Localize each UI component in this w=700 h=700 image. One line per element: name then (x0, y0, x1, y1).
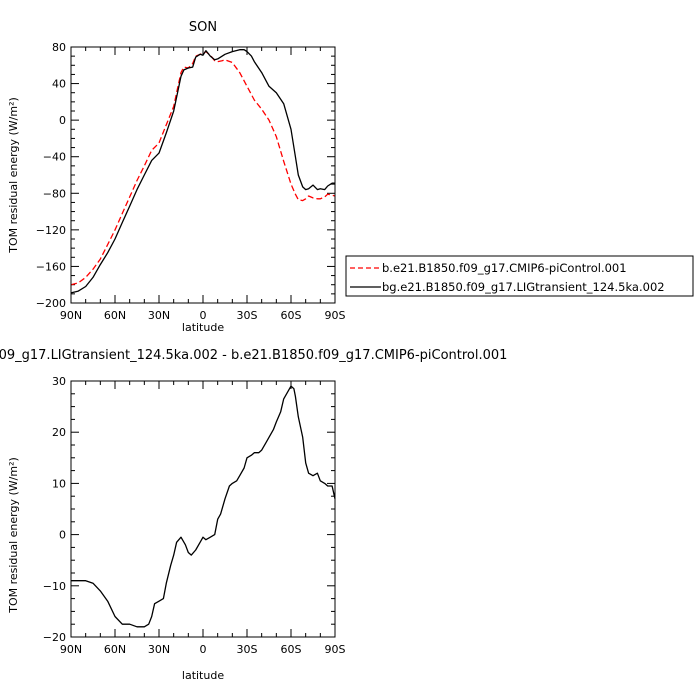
bottom-y-axis-label: TOM residual energy (W/m²) (7, 457, 20, 614)
y-tick-label: −160 (36, 260, 66, 273)
bottom-y-tick-labels: 30 20 10 0 −10 −20 (43, 375, 66, 644)
legend-box (345, 255, 694, 297)
top-series-lines (70, 49, 336, 294)
y-tick-label: −80 (43, 187, 66, 200)
x-tick-label: 60S (281, 643, 302, 656)
x-tick-label: 60N (104, 643, 126, 656)
x-tick-label: 90S (325, 309, 346, 322)
x-tick-label: 30N (148, 643, 170, 656)
bottom-y-axis-label-text: TOM residual energy (W/m²) (7, 457, 20, 614)
bottom-series-lines (71, 385, 336, 628)
bottom-plot-frame (70, 380, 336, 638)
series-line-2-1 (71, 385, 336, 628)
series-line-1-2 (70, 49, 335, 294)
x-tick-label: 30S (237, 309, 258, 322)
top-y-axis-label: TOM residual energy (W/m²) (7, 97, 20, 254)
y-tick-label: 20 (52, 426, 66, 439)
bottom-x-tick-labels: 90N 60N 30N 0 30S 60S 90S (60, 643, 346, 656)
legend-label-picontrol: b.e21.B1850.f09_g17.CMIP6-piControl.001 (382, 261, 627, 275)
y-tick-label: 80 (52, 41, 66, 54)
top-plot-frame (70, 46, 336, 304)
top-tick-marks (70, 46, 336, 304)
y-tick-label: −200 (36, 297, 66, 310)
top-x-tick-labels: 90N 60N 30N 0 30S 60S 90S (60, 309, 346, 322)
top-y-tick-labels: 80 40 0 −40 −80 −120 −160 −200 (36, 41, 66, 310)
bottom-panel: latitude bg.e21.B1850.f09_g17.LIGtransie… (0, 321, 507, 682)
x-tick-label: 30S (237, 643, 258, 656)
bottom-chart-title: bg.e21.B1850.f09_g17.LIGtransient_124.5k… (0, 348, 507, 363)
bottom-x-axis-label: latitude (182, 669, 224, 682)
y-tick-label: 0 (59, 114, 66, 127)
top-chart-title: SON (189, 20, 217, 35)
y-tick-label: 40 (52, 78, 66, 91)
top-y-axis-label-text: TOM residual energy (W/m²) (7, 97, 20, 254)
series-line-1-1 (70, 50, 336, 286)
top-x-axis-label: latitude (182, 321, 224, 334)
y-tick-label: 0 (59, 529, 66, 542)
y-tick-label: 30 (52, 375, 66, 388)
legend-label-ligtransient: bg.e21.B1850.f09_g17.LIGtransient_124.5k… (382, 280, 665, 294)
x-tick-label: 0 (200, 309, 207, 322)
x-tick-label: 60N (104, 309, 126, 322)
y-tick-label: −120 (36, 224, 66, 237)
y-tick-label: −20 (43, 631, 66, 644)
bottom-tick-marks (70, 380, 336, 638)
x-tick-label: 90N (60, 643, 82, 656)
x-tick-label: 90S (325, 643, 346, 656)
x-tick-label: 0 (200, 643, 207, 656)
y-tick-label: −10 (43, 580, 66, 593)
y-tick-label: −40 (43, 151, 66, 164)
x-tick-label: 90N (60, 309, 82, 322)
x-tick-label: 30N (148, 309, 170, 322)
legend: b.e21.B1850.f09_g17.CMIP6-piControl.001 … (345, 255, 694, 297)
x-tick-label: 60S (281, 309, 302, 322)
top-panel: SON TOM residual energy (W/m²) 90N 60N 30N… (7, 20, 346, 322)
y-tick-label: 10 (52, 477, 66, 490)
